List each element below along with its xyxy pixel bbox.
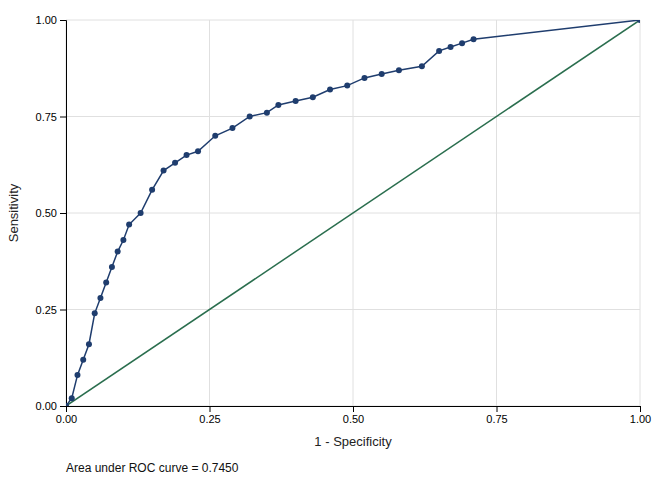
tick: 1.00 [36,14,66,26]
tick-label: 1.00 [630,413,651,425]
series-marker [86,341,92,347]
x-axis-title: 1 - Specificity [314,434,392,449]
tick: 0.50 [343,406,364,425]
tick-label: 0.25 [36,304,57,316]
marks [66,20,640,406]
series-marker [184,152,190,158]
tick: 1.00 [630,406,651,425]
tick: 0.00 [36,400,66,412]
series-line [66,20,640,406]
tick-label: 0.50 [36,207,57,219]
series-marker [66,403,69,406]
series-marker [344,83,350,89]
series-marker [149,187,155,193]
grid [66,20,640,406]
axis-line [67,407,641,413]
tick-label: 0.00 [36,400,57,412]
annotation: Area under ROC curve = 0.7450 [66,461,239,475]
series-marker [103,279,109,285]
tick-label: 0.75 [36,111,57,123]
series-marker [471,36,477,42]
series-marker [637,20,640,23]
x-axis: 0.00 0.25 0.50 0.75 1.00 [56,406,651,425]
series-marker [459,40,465,46]
tick-mark [60,310,66,311]
series-line [66,20,640,406]
tick-mark [60,20,66,21]
y-axis: 0.00 0.25 0.50 0.75 1.00 [36,14,67,412]
series-marker [327,86,333,92]
tick: 0.00 [56,406,77,425]
tick-mark [60,406,66,407]
tick-label: 0.50 [343,413,364,425]
tick-mark [353,406,354,412]
tick-mark [640,406,641,412]
series-marker [275,102,281,108]
tick-mark [497,406,498,412]
tick-label: 0.25 [199,413,220,425]
series-marker [120,237,126,243]
series-marker [310,94,316,100]
tick-mark [60,213,66,214]
series-marker [396,67,402,73]
series [66,20,640,406]
series-marker [379,71,385,77]
series-marker [195,148,201,154]
tick-label: 0.00 [56,413,77,425]
axis-line [60,21,67,407]
series-marker [293,98,299,104]
tick-mark [210,406,211,412]
series-marker [212,133,218,139]
plot: 0.00 0.25 0.50 0.75 1.00 0.00 0.25 0.50 0.75 1.00… [6,14,651,449]
tick: 0.75 [36,111,66,123]
tick: 0.75 [486,406,507,425]
series-marker [172,160,178,166]
y-axis-title: Sensitivity [6,183,21,242]
grid-line-y [66,20,640,21]
tick-label: 0.75 [486,413,507,425]
series-marker [229,125,235,131]
grid-line-y [66,116,640,117]
series-marker [74,372,80,378]
series-marker [361,75,367,81]
series [66,20,640,406]
series-marker [126,222,132,228]
series-marker [80,357,86,363]
series-marker [436,48,442,54]
series-marker [115,249,121,255]
tick: 0.25 [36,304,66,316]
tick-label: 1.00 [36,14,57,26]
series-marker [69,395,75,401]
series-marker [138,210,144,216]
series-marker [161,168,167,174]
tick: 0.25 [199,406,220,425]
series-marker [247,114,253,120]
tick: 0.50 [36,207,66,219]
grid-line-y [66,309,640,310]
series-marker [264,110,270,116]
series-marker [92,310,98,316]
chart: 0.00 0.25 0.50 0.75 1.00 0.00 0.25 0.50 0.75 1.00… [0,0,670,484]
tick-mark [60,117,66,118]
series-marker [448,44,454,50]
series-marker [97,295,103,301]
series-marker [419,63,425,69]
series-marker [109,264,115,270]
